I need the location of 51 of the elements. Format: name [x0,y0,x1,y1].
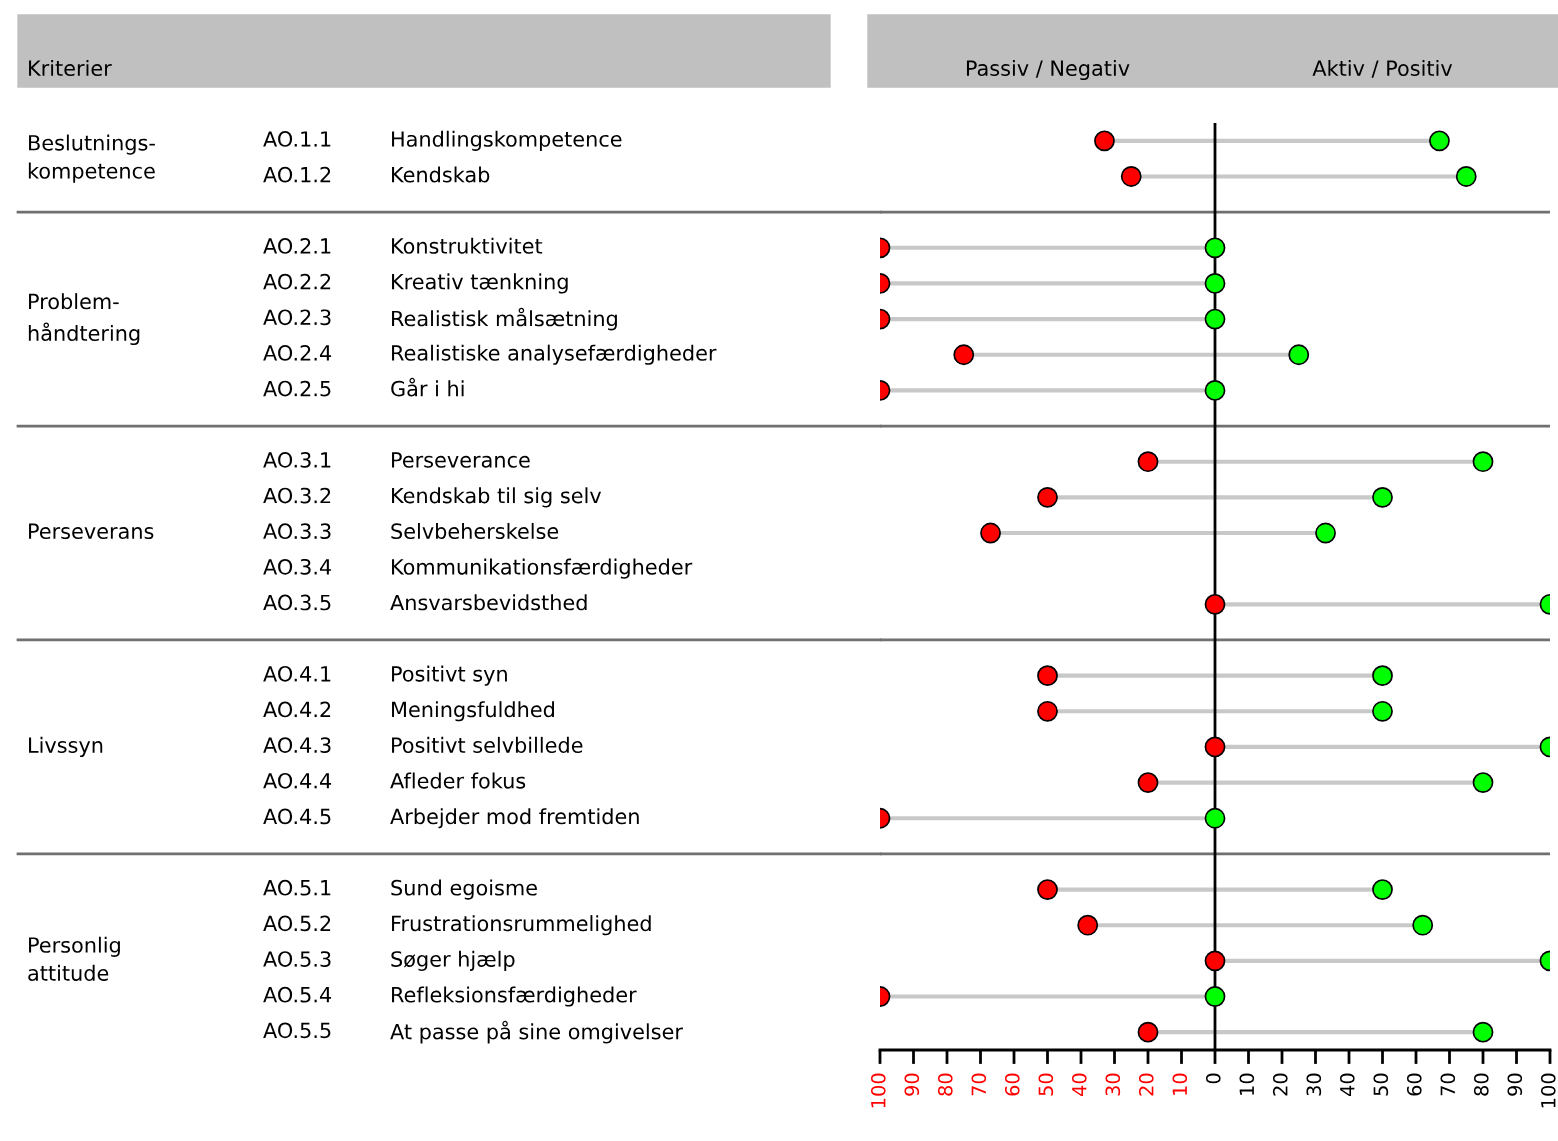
x-tick-label: 90 [1507,1073,1523,1096]
category-label: AO.2.1 Konstruktivitet [263,237,543,254]
category-label: AO.3.5 Ansvarsbevidsthed [263,594,587,611]
x-tick-label: 50 [1373,1073,1389,1096]
category-label: AO.4.4 Afleder fokus [263,772,526,789]
category-label: AO.3.2 Kendskab til sig selv [263,487,602,508]
category-label: AO.2.3 Realistisk målsætning [263,307,617,331]
x-tick-label: 80 [1473,1073,1489,1096]
x-tick-label: 30 [1105,1073,1121,1096]
x-tick-label: 60 [1004,1073,1020,1096]
x-tick-label: 40 [1339,1073,1355,1097]
category-label: AO.5.5 At passe på sine omgivelser [263,1020,683,1044]
category-label: AO.2.5 Går i hi [263,377,464,397]
x-tick-label: 90 [904,1073,920,1096]
category-label: AO.2.2 Kreativ tænkning [263,273,568,294]
x-tick-label: 80 [937,1073,953,1096]
category-label: AO.3.3 Selvbeherskelse [263,522,559,540]
category-label: AO.5.2 Frustrationsrummelighed [263,915,651,936]
category-label: AO.4.1 Positivt syn [263,665,507,686]
x-tick-label: 40 [1071,1073,1087,1097]
text: Problem- håndtering [28,293,140,346]
text: Perseverans [29,523,154,540]
category-label: AO.3.1 Perseverance [263,452,530,468]
category-label: AO.5.1 Sund egoisme [263,879,537,900]
text: Kriterier [29,59,112,77]
category-label: AO.1.1 Handlingskompetence [263,130,622,151]
x-tick-label: 30 [1306,1073,1322,1096]
x-tick-label: 0 [1205,1073,1221,1084]
x-tick-label: 20 [1138,1073,1154,1096]
x-tick-label: 10 [1172,1073,1188,1095]
x-tick-label: 10 [1239,1073,1255,1095]
x-tick-label: 50 [1038,1073,1054,1096]
text: Personlig attitude [28,936,120,981]
text: Beslutnings- kompetence [28,134,155,183]
category-label: AO.2.4 Realistiske analysefærdigheder [263,344,717,365]
x-tick-label: 100 [870,1073,886,1108]
category-label: AO.4.5 Arbejder mod fremtiden [263,808,639,829]
category-label: AO.1.2 Kendskab [263,166,490,183]
category-label: AO.4.2 Meningsfuldhed [263,701,554,722]
category-label: AO.3.4 Kommunikationsfærdigheder [263,558,693,579]
category-label: AO.4.3 Positivt selvbillede [263,736,583,753]
x-tick-label: 100 [1540,1073,1556,1108]
x-tick-label: 70 [1440,1073,1456,1096]
category-label: AO.5.4 Refleksionsfærdigheder [263,986,637,1007]
text: Aktiv / Positiv [1312,59,1453,78]
x-tick-label: 70 [971,1073,987,1096]
x-tick-label: 60 [1406,1073,1422,1096]
text: Livssyn [29,736,103,758]
category-label: AO.5.3 Søger hjælp [263,950,515,971]
text: Passiv / Negativ [966,59,1130,81]
x-tick-label: 20 [1272,1073,1288,1096]
